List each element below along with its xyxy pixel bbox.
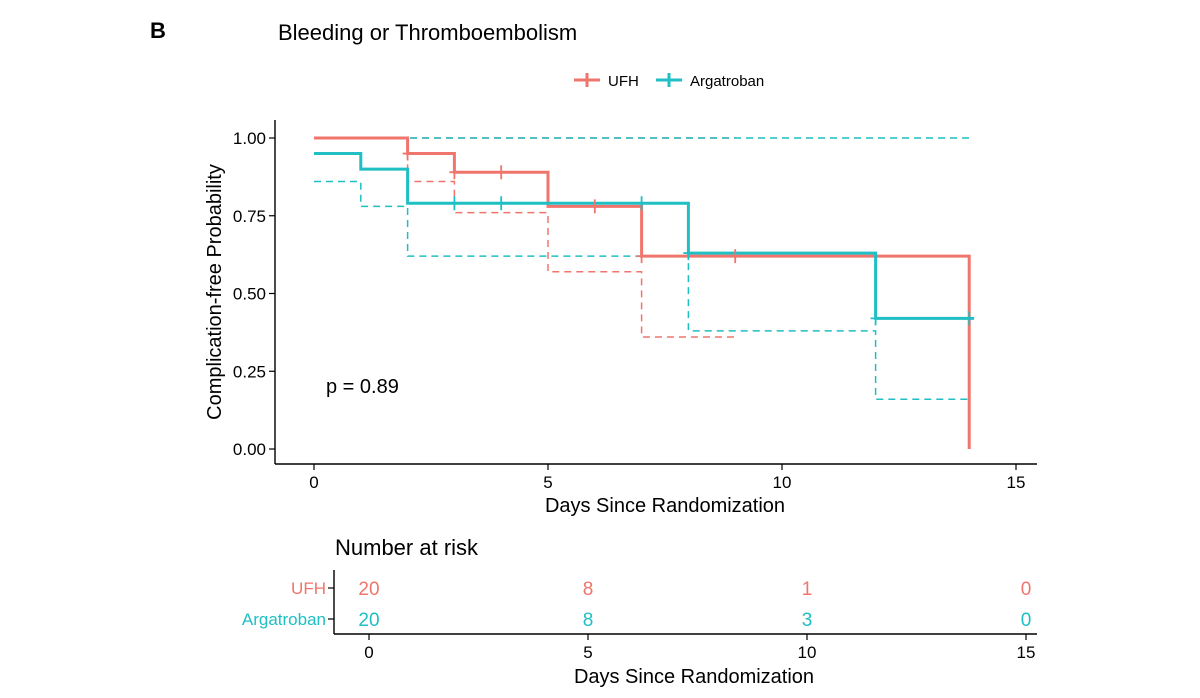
risk-value-ufh: 8 xyxy=(583,579,594,600)
x-tick-label: 0 xyxy=(309,473,318,492)
panel-letter: B xyxy=(150,18,166,43)
legend-item-argatroban: Argatroban xyxy=(656,73,764,90)
risk-value-ufh: 1 xyxy=(802,579,813,600)
risk-value-argatroban: 3 xyxy=(802,610,813,631)
argatroban-censor-mark xyxy=(964,311,975,326)
y-tick-label: 0.50 xyxy=(233,285,266,304)
legend: UFH Argatroban xyxy=(574,73,764,90)
risk-row-label-argatroban: Argatroban xyxy=(242,610,326,629)
main-axes: 0.00 0.25 0.50 0.75 1.00 0 5 10 15 xyxy=(233,120,1037,492)
argatroban-censor-mark xyxy=(636,196,647,211)
y-tick-label: 0.25 xyxy=(233,362,266,381)
risk-row-label-ufh: UFH xyxy=(291,579,326,598)
survival-curves xyxy=(314,136,974,449)
argatroban-censor-mark xyxy=(496,196,507,211)
plot-area xyxy=(314,136,975,449)
y-tick-label: 0.00 xyxy=(233,440,266,459)
risk-table-x-axis-label: Days Since Randomization xyxy=(574,666,814,688)
argatroban-ci-lower xyxy=(314,180,970,400)
ufh-ci-lower xyxy=(314,137,736,338)
ufh-legend-label: UFH xyxy=(608,73,639,90)
legend-item-ufh: UFH xyxy=(574,73,639,90)
x-axis-label: Days Since Randomization xyxy=(545,495,785,517)
argatroban-censor-mark xyxy=(870,311,881,326)
argatroban-censor-mark xyxy=(449,196,460,211)
x-tick-label: 15 xyxy=(1007,473,1026,492)
argatroban-censor-mark xyxy=(683,246,694,261)
x-tick-label: 5 xyxy=(543,473,552,492)
ufh-censor-mark xyxy=(496,165,507,180)
censor-marks xyxy=(402,146,975,326)
risk-x-tick-label: 10 xyxy=(798,643,817,662)
ufh-censor-mark xyxy=(402,146,413,161)
risk-value-argatroban: 20 xyxy=(358,610,379,631)
risk-value-argatroban: 0 xyxy=(1021,610,1032,631)
argatroban-legend-label: Argatroban xyxy=(690,73,764,90)
risk-value-ufh: 20 xyxy=(358,579,379,600)
ufh-censor-mark xyxy=(589,199,600,214)
risk-table-title: Number at risk xyxy=(335,535,479,560)
y-tick-label: 1.00 xyxy=(233,129,266,148)
risk-x-tick-label: 15 xyxy=(1017,643,1036,662)
ufh-censor-mark xyxy=(449,165,460,180)
ufh-legend-key xyxy=(574,73,600,87)
p-value-annotation: p = 0.89 xyxy=(326,376,399,398)
argatroban-survival-curve xyxy=(314,152,974,320)
chart-title: Bleeding or Thromboembolism xyxy=(278,20,577,45)
ufh-censor-mark xyxy=(730,249,741,264)
x-tick-label: 10 xyxy=(773,473,792,492)
argatroban-legend-key xyxy=(656,73,682,87)
risk-value-argatroban: 8 xyxy=(583,610,594,631)
confidence-intervals xyxy=(314,137,970,400)
risk-x-tick-label: 0 xyxy=(364,643,373,662)
ufh-censor-mark xyxy=(636,249,647,264)
risk-x-tick-label: 5 xyxy=(583,643,592,662)
risk-value-ufh: 0 xyxy=(1021,579,1032,600)
y-tick-label: 0.75 xyxy=(233,207,266,226)
y-axis-label: Complication-free Probability xyxy=(204,164,226,420)
